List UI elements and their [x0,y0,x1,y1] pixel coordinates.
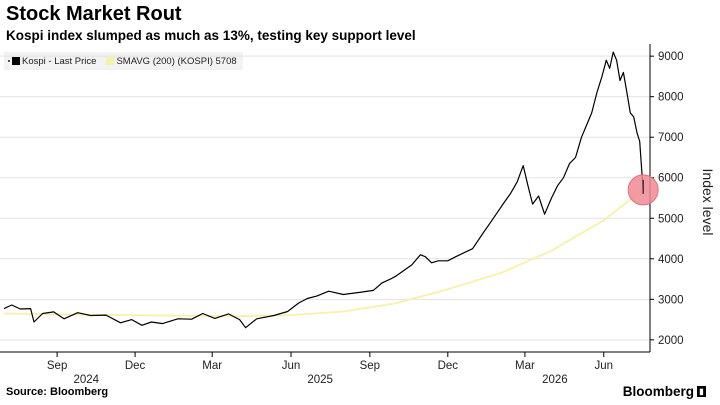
x-tick-label: Sep [47,360,67,372]
y-tick-label: 3000 [658,294,684,306]
legend-dot-icon [8,60,10,62]
chart-marks [627,174,659,206]
x-tick-label: Jun [282,360,301,372]
brand-mark-icon: ▮ [697,386,706,397]
legend-item-smavg: SMAVG (200) (KOSPI) 5708 [106,55,237,67]
x-year-label: 2026 [542,374,568,386]
brand-name: Bloomberg [622,384,694,399]
chart-subtitle: Kospi index slumped as much as 13%, test… [6,28,416,43]
legend-label-kospi: Kospi - Last Price [22,55,97,67]
y-tick-label: 5000 [658,213,684,225]
x-tick-label: Dec [125,360,146,372]
chart-title: Stock Market Rout [6,3,182,25]
x-year-label: 2024 [73,374,99,386]
y-tick-label: 7000 [658,132,684,144]
legend-swatch-smavg [106,57,115,65]
gridlines [0,55,650,341]
series-line-kospi [3,51,644,329]
x-year-label: 2025 [307,374,333,386]
legend-swatch-kospi [12,57,20,65]
y-tick-label: 4000 [658,254,684,266]
y-tick-label: 2000 [658,335,684,347]
x-tick-label: Sep [360,360,380,372]
brand-logo: Bloomberg ▮ [623,384,706,399]
legend-item-kospi: Kospi - Last Price [8,56,96,67]
x-tick-label: Mar [202,360,222,372]
series-lines [3,51,644,329]
series-line-smavg [3,188,644,318]
y-tick-label: 9000 [658,51,684,63]
x-tick-label: Jun [594,360,613,372]
y-tick-label: 8000 [658,92,684,104]
x-tick-label: Mar [515,360,535,372]
legend-label-smavg: SMAVG (200) (KOSPI) 5708 [116,55,237,67]
source-note: Source: Bloomberg [6,386,109,398]
axes: 2000 3000 4000 5000 6000 7000 8000 9000 Index le… [0,44,716,386]
y-tick-label: 6000 [658,173,684,185]
x-tick-label: Dec [438,360,459,372]
y-axis-title: Index level [700,169,716,236]
